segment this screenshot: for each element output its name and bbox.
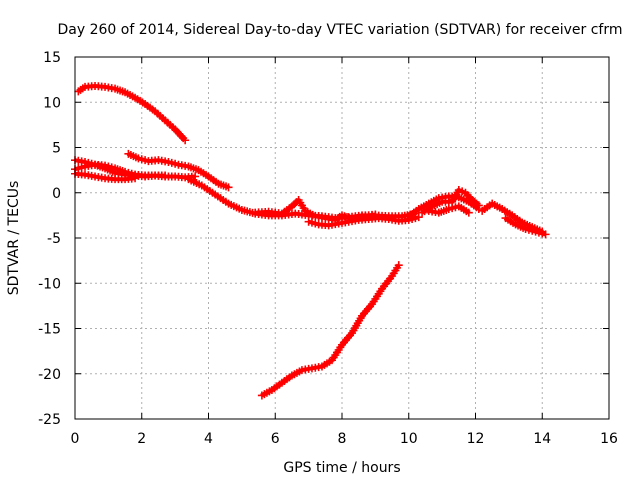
y-tick-label: 10 (43, 95, 61, 111)
series-arc-11 (424, 202, 473, 217)
series-trace (77, 84, 187, 142)
series-arc-4 (71, 169, 140, 184)
data-point (181, 136, 190, 145)
data-points (71, 81, 550, 400)
y-tick-label: 5 (52, 141, 61, 157)
chart-title: Day 260 of 2014, Sidereal Day-to-day VTE… (58, 22, 623, 38)
y-tick-label: -10 (38, 276, 61, 292)
y-tick-label: -20 (38, 367, 61, 383)
y-tick-label: 15 (43, 50, 61, 66)
axis-ticks: 0 2 4 6 8 10 12 14 16 -25 -20 -15 -10 -5 0 5 10 15 (38, 50, 618, 447)
x-tick-label: 10 (400, 431, 418, 447)
data-point (541, 230, 550, 239)
series-arc-13 (501, 214, 550, 239)
grid (75, 57, 609, 419)
data-point (161, 171, 170, 180)
x-tick-label: 6 (271, 431, 280, 447)
data-point (191, 172, 200, 181)
y-tick-label: -25 (38, 412, 61, 428)
x-tick-label: 16 (600, 431, 618, 447)
y-tick-label: -15 (38, 322, 61, 338)
series-arc-5 (124, 149, 233, 192)
series-arc-1 (74, 81, 190, 145)
data-point (224, 183, 233, 192)
data-point (414, 213, 423, 222)
y-tick-label: 0 (52, 186, 61, 202)
x-tick-label: 8 (338, 431, 347, 447)
x-tick-label: 4 (204, 431, 213, 447)
x-tick-label: 14 (533, 431, 551, 447)
y-axis-label: SDTVAR / TECUs (6, 181, 22, 296)
series-trace (260, 264, 401, 398)
data-point (464, 208, 473, 217)
x-tick-label: 12 (467, 431, 485, 447)
series-arc-10 (418, 186, 483, 217)
data-point (394, 261, 403, 270)
x-axis-label: GPS time / hours (283, 460, 400, 476)
x-tick-label: 2 (137, 431, 146, 447)
data-point (474, 201, 483, 210)
y-tick-label: -5 (47, 231, 61, 247)
data-point (131, 174, 140, 183)
series-arc-14 (257, 261, 403, 400)
x-tick-label: 0 (71, 431, 80, 447)
series-arc-8 (304, 213, 423, 230)
